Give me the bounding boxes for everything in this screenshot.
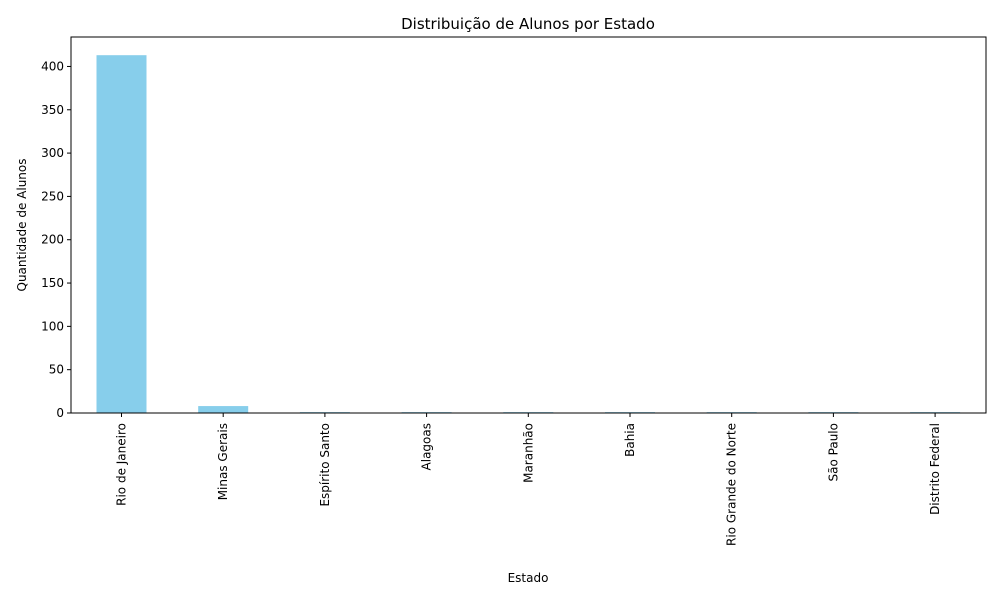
x-tick-label-4: Maranhão <box>521 423 535 483</box>
y-tick-label-6: 300 <box>41 146 64 160</box>
y-tick-label-4: 200 <box>41 233 64 247</box>
y-tick-label-1: 50 <box>49 363 64 377</box>
x-tick-label-7: São Paulo <box>826 423 840 481</box>
y-axis-label: Quantidade de Alunos <box>15 159 29 292</box>
x-tick-label-0: Rio de Janeiro <box>115 423 129 506</box>
plot-frame <box>70 36 987 414</box>
y-tick-label-8: 400 <box>41 59 64 73</box>
y-tick-label-0: 0 <box>56 406 64 420</box>
chart-title: Distribuição de Alunos por Estado <box>401 15 655 33</box>
x-tick-label-3: Alagoas <box>420 423 434 470</box>
bar-0 <box>96 55 147 413</box>
x-tick-label-2: Espírito Santo <box>318 423 332 507</box>
x-axis: Rio de Janeiro Minas Gerais Espírito Santo… <box>115 413 942 546</box>
y-tick-label-5: 250 <box>41 189 64 203</box>
x-axis-label: Estado <box>508 571 549 585</box>
y-tick-label-3: 150 <box>41 276 64 290</box>
bar-1 <box>198 406 249 413</box>
y-tick-label-2: 100 <box>41 319 64 333</box>
x-tick-label-1: Minas Gerais <box>216 423 230 500</box>
y-axis: 0 50 100 150 200 250 300 350 400 <box>41 59 71 420</box>
x-tick-label-5: Bahia <box>623 423 637 457</box>
x-tick-label-8: Distrito Federal <box>928 423 942 515</box>
y-tick-label-7: 350 <box>41 103 64 117</box>
bars-group <box>96 55 961 413</box>
x-tick-label-6: Rio Grande do Norte <box>725 423 739 546</box>
